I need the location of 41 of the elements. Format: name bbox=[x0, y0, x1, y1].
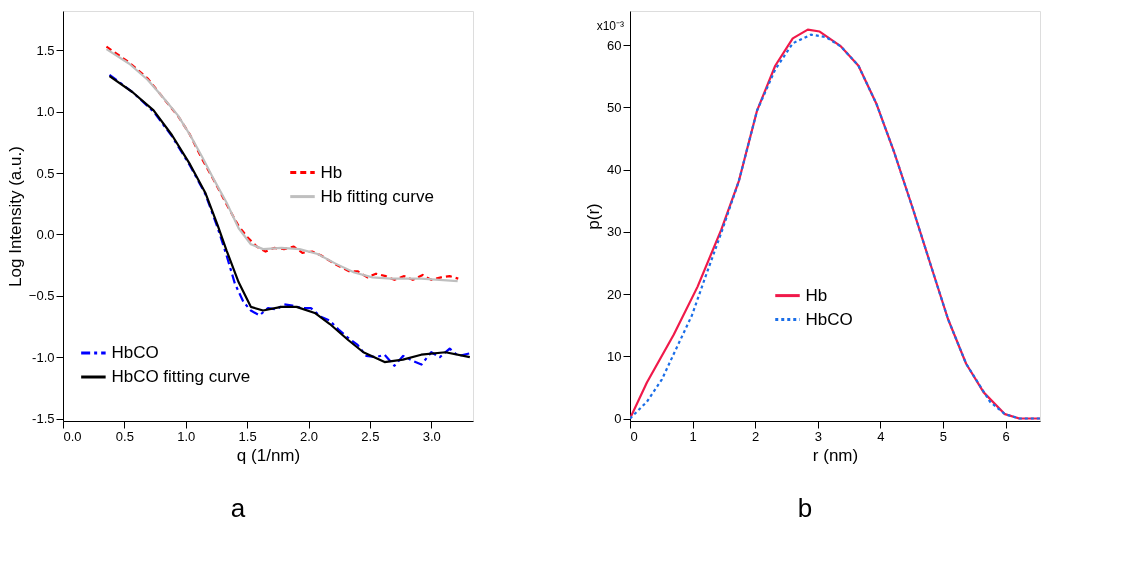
x-axis-title: r (nm) bbox=[812, 445, 859, 465]
y-tick-label: 10 bbox=[607, 348, 622, 364]
legend-label: Hb bbox=[320, 162, 343, 182]
x-tick-label: 0.0 bbox=[63, 428, 82, 444]
x-tick-label: 6 bbox=[1002, 428, 1010, 444]
x-tick-label: 2.5 bbox=[361, 428, 380, 444]
legend-label: HbCO bbox=[805, 309, 853, 329]
y-tick-label: 50 bbox=[607, 99, 622, 115]
y-tick-label: -1.5 bbox=[32, 411, 55, 427]
x-axis-title: q (1/nm) bbox=[236, 445, 301, 465]
text: x10⁻³ bbox=[596, 19, 624, 33]
x-tick-label: 1.5 bbox=[238, 428, 257, 444]
y-tick-label: 30 bbox=[607, 224, 622, 240]
y-tick-label: 0 bbox=[614, 411, 622, 427]
x-tick-label: 0 bbox=[630, 428, 638, 444]
y-axis-title: p(r) bbox=[584, 203, 604, 230]
x-tick-label: 3.0 bbox=[422, 428, 441, 444]
y-axis-title: Log Intensity (a.u.) bbox=[5, 146, 25, 287]
legend-label: Hb bbox=[805, 285, 828, 305]
y-tick-label: 60 bbox=[607, 37, 622, 53]
x-tick-label: 1 bbox=[689, 428, 697, 444]
x-tick-label: 4 bbox=[877, 428, 885, 444]
y-tick-label: 1.0 bbox=[36, 104, 55, 120]
x-tick-label: 3 bbox=[814, 428, 822, 444]
x-tick-label: 2 bbox=[752, 428, 760, 444]
x-tick-label: 1.0 bbox=[177, 428, 196, 444]
y-tick-label: −0.5 bbox=[28, 288, 55, 304]
legend-label: HbCO bbox=[111, 343, 159, 362]
y-tick-label: 1.5 bbox=[36, 42, 55, 58]
x-tick-label: 2.0 bbox=[299, 428, 319, 444]
y-tick-label: 0.0 bbox=[36, 226, 55, 242]
y-tick-label: 0.5 bbox=[36, 165, 55, 181]
legend-label: Hb fitting curve bbox=[320, 186, 434, 206]
text: b bbox=[797, 493, 813, 523]
x-tick-label: 0.5 bbox=[115, 428, 134, 444]
y-tick-label: -1.0 bbox=[32, 349, 55, 365]
x-tick-label: 5 bbox=[939, 428, 948, 444]
legend-label: HbCO fitting curve bbox=[111, 367, 251, 386]
text: a bbox=[230, 493, 246, 523]
y-tick-label: 40 bbox=[607, 162, 622, 178]
y-tick-label: 20 bbox=[607, 286, 622, 302]
